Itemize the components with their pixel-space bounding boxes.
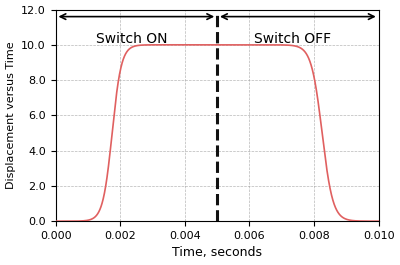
Text: Switch ON: Switch ON [96, 33, 167, 46]
Text: Switch OFF: Switch OFF [254, 33, 332, 46]
X-axis label: Time, seconds: Time, seconds [172, 246, 262, 259]
Y-axis label: Displacement versus Time: Displacement versus Time [6, 42, 16, 189]
